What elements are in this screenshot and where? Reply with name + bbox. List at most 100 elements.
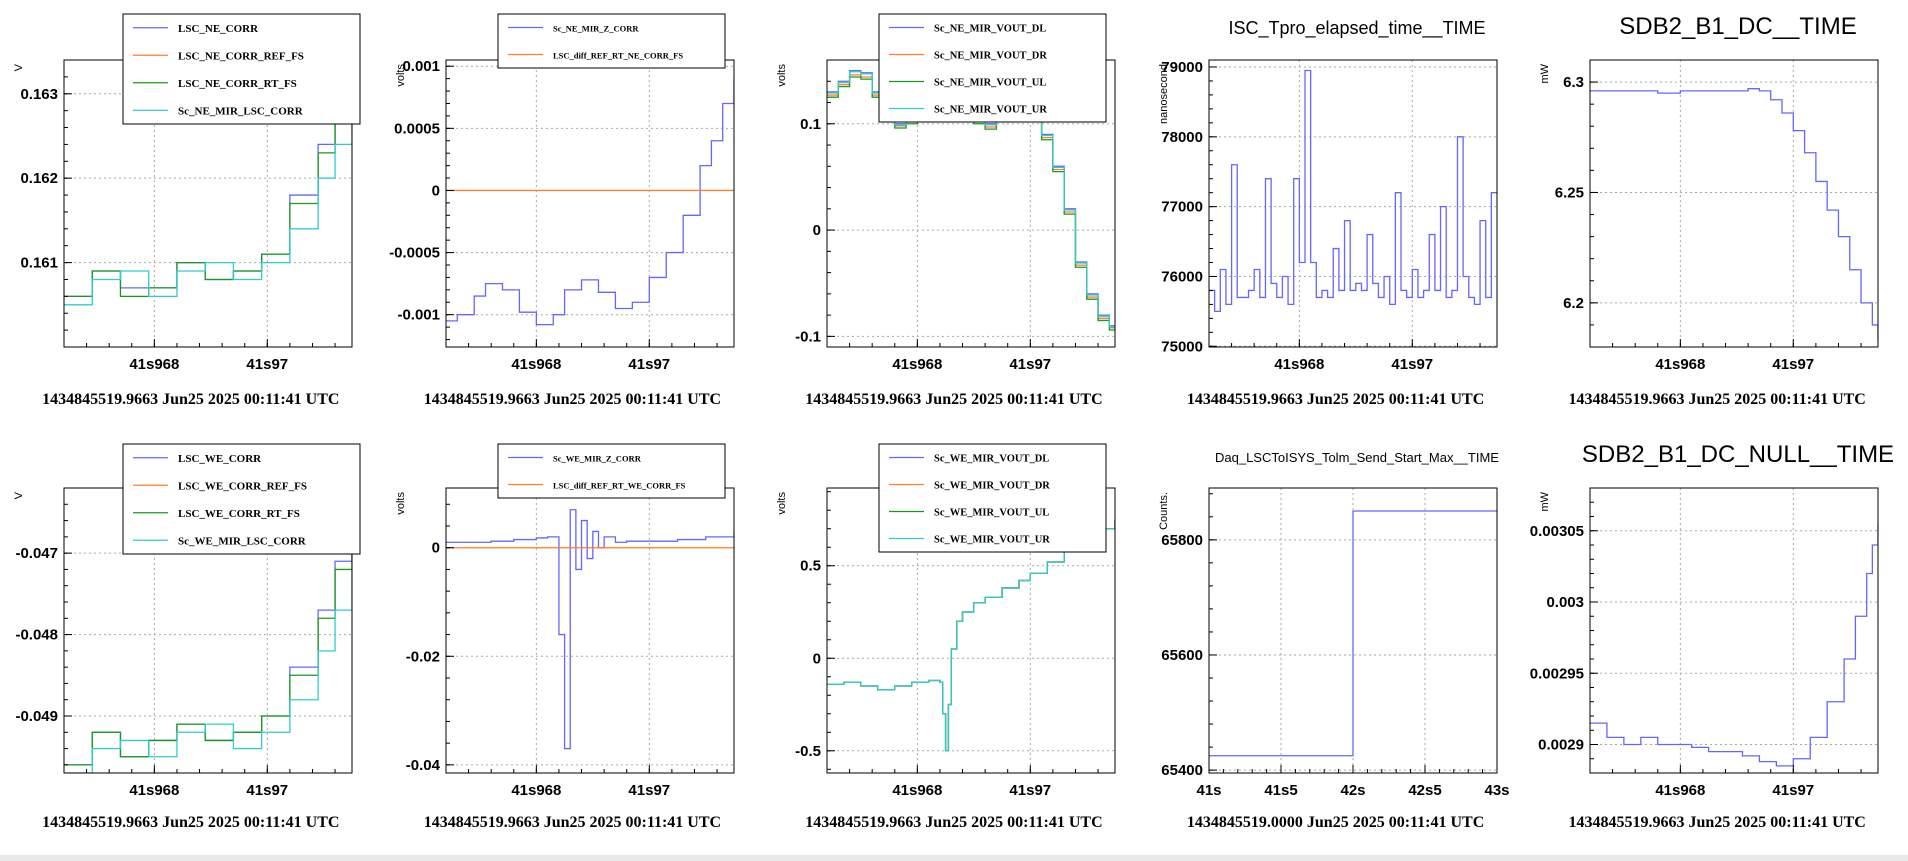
chart-ne-mir-vout: -0.1 0 0.1 41s968 41s97 volts Sc_NE_MIR_VOUT_D… bbox=[776, 13, 1116, 373]
x-tick-label: 41s968 bbox=[1274, 356, 1324, 373]
x-tick-label: 41s968 bbox=[893, 782, 943, 799]
x-tick-label: 41s5 bbox=[1264, 782, 1297, 799]
chart-tpro-elapsed: 75000 76000 77000 78000 79000 41s968 41s97 nano… bbox=[1158, 18, 1498, 373]
x-tick-label: 41s97 bbox=[628, 356, 670, 373]
x-tick-label: 41s bbox=[1196, 782, 1221, 799]
legend: LSC_NE_CORR LSC_NE_CORR_REF_FS LSC_NE_CORR… bbox=[122, 13, 361, 125]
panel-daq-lsctoisys: 65400 65600 65800 41s 41s5 42s 42s5 43s Counts. D… bbox=[1145, 430, 1527, 860]
panel-sdb2-dc-null: 0.0029 0.00295 0.003 0.00305 41s968 41s97 mW SD… bbox=[1526, 430, 1908, 860]
timestamp-label: 1434845519.0000 Jun25 2025 00:11:41 UTC bbox=[1186, 814, 1485, 831]
y-tick-label: 6.25 bbox=[1555, 184, 1584, 201]
chart-title: Daq_LSCToISYS_Tolm_Send_Start_Max__TIME bbox=[1215, 450, 1499, 465]
timestamp-label: 1434845519.9663 Jun25 2025 00:11:41 UTC bbox=[1186, 391, 1485, 408]
legend-label: Sc_NE_MIR_VOUT_DR bbox=[934, 51, 1047, 62]
chart-we-mir-vout: -0.5 0 0.5 41s968 41s97 volts Sc_WE_MIR_VOUT_D… bbox=[776, 443, 1116, 799]
bottom-bar bbox=[0, 855, 1908, 861]
timestamp-label: 1434845519.9663 Jun25 2025 00:11:41 UTC bbox=[1568, 814, 1866, 831]
y-axis-label: volts bbox=[776, 492, 788, 515]
y-tick-label: -0.5 bbox=[795, 743, 821, 760]
y-tick-label: 0.001 bbox=[402, 58, 440, 75]
chart-daq-lsctoisys: 65400 65600 65800 41s 41s5 42s 42s5 43s Counts. D… bbox=[1158, 450, 1510, 799]
y-tick-label: 0 bbox=[813, 650, 821, 667]
y-tick-label: 0.5 bbox=[800, 558, 821, 575]
legend-label: Sc_NE_MIR_VOUT_UR bbox=[934, 105, 1047, 116]
panel-sdb2-dc: 6.2 6.25 6.3 41s968 41s97 mW SDB2_B1_DC__TIME 1… bbox=[1526, 0, 1908, 430]
x-tick-label: 41s97 bbox=[628, 782, 670, 799]
x-tick-label: 41s97 bbox=[1773, 782, 1815, 799]
legend-label: Sc_WE_MIR_VOUT_DR bbox=[934, 481, 1050, 492]
timestamp-label: 1434845519.9663 Jun25 2025 00:11:41 UTC bbox=[1568, 391, 1866, 408]
chart-sdb2-dc: 6.2 6.25 6.3 41s968 41s97 mW SDB2_B1_DC__TIME bbox=[1539, 13, 1879, 373]
y-tick-label: 6.3 bbox=[1564, 74, 1585, 91]
y-axis-label: Counts. bbox=[1158, 492, 1170, 530]
plot-frame bbox=[1589, 59, 1879, 348]
legend-label: Sc_WE_MIR_VOUT_DL bbox=[934, 454, 1049, 465]
legend-label: LSC_WE_CORR_REF_FS bbox=[178, 480, 307, 492]
y-tick-label: 79000 bbox=[1161, 59, 1203, 76]
legend: Sc_NE_MIR_VOUT_DL Sc_NE_MIR_VOUT_DR Sc_NE_… bbox=[878, 13, 1107, 123]
chart-title: SDB2_B1_DC__TIME bbox=[1620, 13, 1857, 40]
legend-label: LSC_diff_REF_RT_WE_CORR_FS bbox=[553, 481, 686, 491]
series-line-Sc_WE_MIR_LSC_CORR bbox=[64, 569, 352, 773]
y-axis-label: volts bbox=[395, 492, 407, 515]
series-line-LSC_WE_CORR bbox=[64, 520, 352, 766]
y-tick-label: -0.04 bbox=[405, 757, 440, 774]
legend-label: Sc_NE_MIR_Z_CORR bbox=[553, 24, 639, 34]
y-tick-label: 0.003 bbox=[1547, 594, 1585, 611]
legend-label: Sc_WE_MIR_VOUT_UR bbox=[934, 535, 1050, 546]
y-tick-label: 78000 bbox=[1161, 129, 1203, 146]
y-tick-label: 0 bbox=[813, 222, 821, 239]
legend-label: Sc_WE_MIR_Z_CORR bbox=[553, 454, 642, 464]
y-axis-label: nanosecond bbox=[1158, 64, 1170, 124]
panel-ne-z-corr: -0.001 -0.0005 0 0.0005 0.001 41s968 41s97 volt… bbox=[382, 0, 764, 430]
timestamp-label: 1434845519.9663 Jun25 2025 00:11:41 UTC bbox=[423, 391, 722, 408]
y-tick-label: 0.1 bbox=[800, 116, 821, 133]
y-tick-label: 0.163 bbox=[20, 86, 58, 103]
chart-ne-z-corr: -0.001 -0.0005 0 0.0005 0.001 41s968 41s97 volt… bbox=[389, 13, 735, 373]
timestamp-label: 1434845519.9663 Jun25 2025 00:11:41 UTC bbox=[42, 814, 340, 831]
legend-label: Sc_WE_MIR_LSC_CORR bbox=[178, 535, 307, 547]
chart-title: SDB2_B1_DC_NULL__TIME bbox=[1582, 441, 1894, 468]
series-line-Sc_WE_MIR_VOUT_DR bbox=[827, 519, 1116, 752]
x-tick-label: 41s968 bbox=[1656, 356, 1706, 373]
series-line-Daq_LSCToISYS_Tolm_Send_Start_Max bbox=[1208, 510, 1497, 757]
x-tick-label: 43s bbox=[1484, 782, 1509, 799]
y-axis-label: volts bbox=[776, 64, 788, 87]
legend-label: Sc_NE_MIR_VOUT_UL bbox=[934, 78, 1046, 89]
y-tick-label: 0.00305 bbox=[1530, 523, 1584, 540]
panel-we-z-corr: -0.04 -0.02 0 41s968 41s97 volts Sc_WE_MIR_Z_C… bbox=[382, 430, 764, 860]
series-line-LSC_WE_CORR_RT_FS bbox=[64, 520, 352, 766]
y-tick-label: 0.0005 bbox=[394, 120, 440, 137]
legend-label: Sc_WE_MIR_VOUT_UL bbox=[934, 508, 1049, 519]
panel-we-mir-vout: -0.5 0 0.5 41s968 41s97 volts Sc_WE_MIR_VOUT_D… bbox=[763, 430, 1145, 860]
y-tick-label: -0.02 bbox=[405, 648, 439, 665]
series-line-SDB2_B1_DC bbox=[1590, 88, 1879, 341]
y-tick-label: -0.001 bbox=[397, 307, 440, 324]
timestamp-label: 1434845519.9663 Jun25 2025 00:11:41 UTC bbox=[805, 391, 1103, 408]
legend-label: Sc_NE_MIR_LSC_CORR bbox=[178, 105, 304, 117]
x-tick-label: 41s97 bbox=[1773, 356, 1815, 373]
series-line-Sc_WE_MIR_VOUT_UR bbox=[827, 519, 1116, 752]
y-tick-label: 65800 bbox=[1161, 532, 1203, 549]
y-tick-label: 0.161 bbox=[20, 255, 58, 272]
x-tick-label: 42s bbox=[1340, 782, 1365, 799]
x-tick-label: 41s97 bbox=[1391, 356, 1433, 373]
legend: Sc_NE_MIR_Z_CORR LSC_diff_REF_RT_NE_CORR_… bbox=[497, 13, 726, 69]
x-tick-label: 41s968 bbox=[129, 356, 179, 373]
timestamp-label: 1434845519.9663 Jun25 2025 00:11:41 UTC bbox=[42, 391, 340, 408]
y-tick-label: 0.00295 bbox=[1530, 665, 1584, 682]
legend-label: LSC_NE_CORR_REF_FS bbox=[178, 50, 304, 62]
legend: LSC_WE_CORR LSC_WE_CORR_REF_FS LSC_WE_CORR… bbox=[122, 443, 361, 555]
legend-label: Sc_NE_MIR_VOUT_DL bbox=[934, 24, 1046, 35]
x-tick-label: 41s97 bbox=[246, 356, 288, 373]
panel-ne-corr: 0.161 0.162 0.163 41s968 41s97 V LSC_NE_CORR LS… bbox=[0, 0, 382, 430]
y-tick-label: 0 bbox=[431, 540, 439, 557]
y-tick-label: 0.162 bbox=[20, 170, 58, 187]
y-tick-label: -0.048 bbox=[15, 627, 58, 644]
y-tick-label: 0 bbox=[431, 182, 439, 199]
y-axis-label: V bbox=[13, 491, 25, 499]
x-tick-label: 41s97 bbox=[246, 782, 288, 799]
series-line-Sc_WE_MIR_VOUT_UL bbox=[827, 519, 1116, 752]
y-tick-label: 65400 bbox=[1161, 762, 1203, 779]
plot-frame bbox=[1589, 487, 1879, 774]
